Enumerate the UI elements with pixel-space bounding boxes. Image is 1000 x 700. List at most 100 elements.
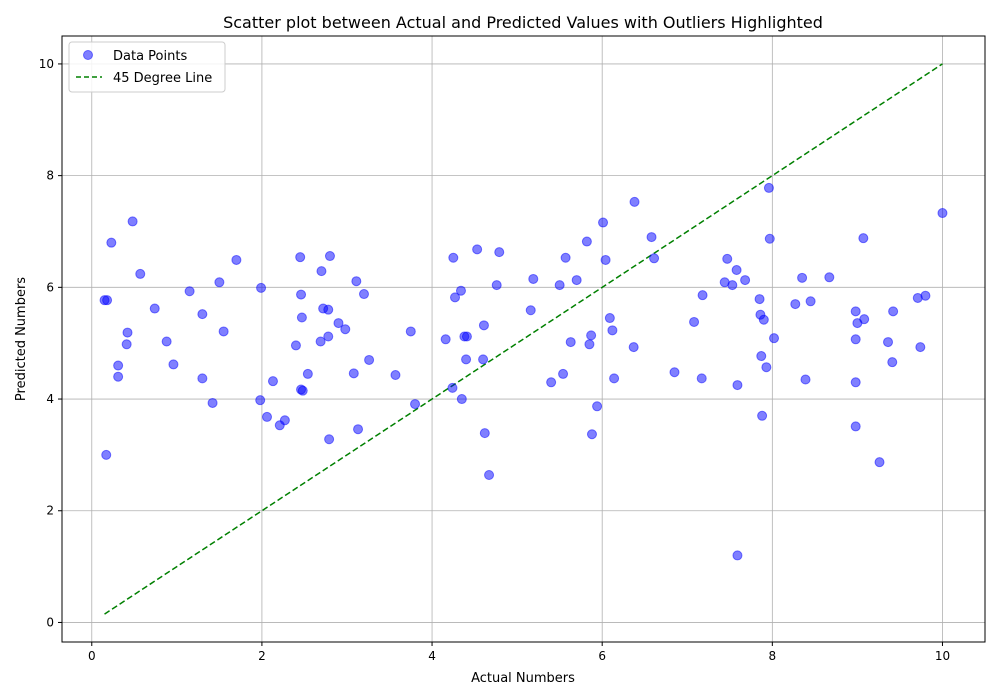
data-point: [279, 415, 290, 426]
x-tick-label: 6: [598, 649, 606, 663]
data-point: [546, 377, 557, 388]
x-axis-label: Actual Numbers: [471, 671, 575, 686]
data-point: [456, 394, 467, 405]
data-point: [168, 359, 179, 370]
y-tick-label: 2: [46, 504, 54, 518]
data-point: [920, 290, 931, 301]
data-point: [915, 342, 926, 353]
data-point: [324, 434, 335, 445]
data-point: [450, 292, 461, 303]
data-point: [937, 208, 948, 219]
data-point: [607, 325, 618, 336]
legend-box: [68, 41, 226, 93]
reference-line-layer: [104, 63, 943, 615]
data-point: [598, 217, 609, 228]
data-point: [756, 351, 767, 362]
data-point: [697, 290, 708, 301]
data-point: [101, 449, 112, 460]
data-point: [302, 368, 313, 379]
data-point: [850, 421, 861, 432]
data-point: [324, 251, 335, 262]
data-point: [790, 299, 801, 310]
data-point: [824, 272, 835, 283]
data-point: [340, 324, 351, 335]
data-point: [106, 237, 117, 248]
legend: Data Points 45 Degree Line: [68, 41, 226, 93]
data-point: [565, 337, 576, 348]
data-point: [455, 285, 466, 296]
data-point: [296, 289, 307, 300]
data-point: [554, 280, 565, 291]
data-point: [197, 373, 208, 384]
y-tick-label: 4: [46, 392, 54, 406]
data-point: [390, 370, 401, 381]
data-point: [333, 318, 344, 329]
data-point: [113, 371, 124, 382]
data-point: [149, 303, 160, 314]
data-point: [113, 360, 124, 371]
data-point: [440, 334, 451, 345]
legend-label-45-degree-line: 45 Degree Line: [113, 71, 212, 86]
data-point: [758, 314, 769, 325]
data-point: [732, 550, 743, 561]
data-point: [649, 253, 660, 264]
data-point: [267, 376, 278, 387]
y-tick-label: 8: [46, 169, 54, 183]
data-point: [161, 336, 172, 347]
data-point: [351, 276, 362, 287]
data-point: [472, 244, 483, 255]
data-point: [887, 357, 898, 368]
data-point: [858, 233, 869, 244]
data-point: [604, 313, 615, 324]
data-point: [262, 411, 273, 422]
data-point: [757, 410, 768, 421]
data-point: [754, 294, 765, 305]
x-tick-label: 4: [428, 649, 436, 663]
data-point: [197, 309, 208, 320]
data-point: [256, 282, 267, 293]
data-point: [609, 373, 620, 384]
chart-title: Scatter plot between Actual and Predicte…: [223, 13, 823, 32]
data-point: [696, 373, 707, 384]
data-point: [629, 196, 640, 207]
data-point: [491, 280, 502, 291]
data-point: [763, 182, 774, 193]
data-point: [316, 266, 327, 277]
data-point: [800, 374, 811, 385]
data-point: [121, 339, 132, 350]
data-point: [218, 326, 229, 337]
data-point: [290, 340, 301, 351]
data-point: [207, 397, 218, 408]
y-tick-label: 0: [46, 615, 54, 629]
data-point: [405, 326, 416, 337]
data-point: [358, 289, 369, 300]
data-point: [859, 314, 870, 325]
data-point: [850, 377, 861, 388]
data-point: [231, 254, 242, 265]
data-point: [295, 252, 306, 263]
data-point: [797, 272, 808, 283]
y-axis-label: Predicted Numbers: [14, 277, 29, 401]
data-point: [478, 320, 489, 331]
x-tick-label: 8: [769, 649, 777, 663]
x-tick-label: 2: [258, 649, 266, 663]
data-point: [525, 305, 536, 316]
y-tick-label: 6: [46, 280, 54, 294]
data-point: [689, 316, 700, 327]
data-point: [214, 277, 225, 288]
45-degree-line: [104, 63, 943, 615]
data-point: [184, 286, 195, 297]
data-point: [353, 424, 364, 435]
legend-label-data-points: Data Points: [113, 49, 187, 64]
data-point: [883, 337, 894, 348]
data-point: [571, 275, 582, 286]
data-point: [805, 296, 816, 307]
data-point: [323, 331, 334, 342]
data-point: [296, 312, 307, 323]
data-point: [764, 233, 775, 244]
data-point: [888, 306, 899, 317]
data-point: [740, 275, 751, 286]
data-point: [732, 380, 743, 391]
data-point: [461, 331, 472, 342]
